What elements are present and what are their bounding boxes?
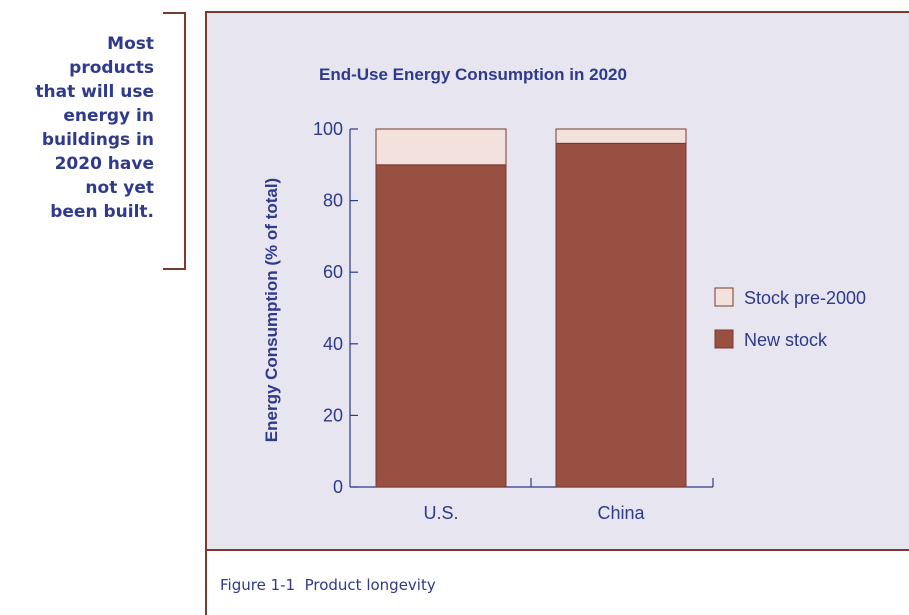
pull-quote: Most products that will use energy in bu…: [0, 12, 186, 270]
y-tick-label: 100: [313, 119, 343, 139]
y-axis-label: Energy Consumption (% of total): [262, 178, 281, 442]
pull-quote-line: 2020 have: [54, 154, 154, 174]
y-tick-label: 0: [333, 477, 343, 497]
legend-swatch: [714, 329, 734, 349]
legend-label: Stock pre-2000: [744, 288, 866, 308]
pull-quote-line: that will use: [35, 82, 154, 102]
caption-text: Figure 1-1 Product longevity: [220, 576, 436, 594]
y-tick-label: 80: [323, 191, 343, 211]
bar-segment-stock-pre-2000: [375, 128, 507, 166]
chart-title: End-Use Energy Consumption in 2020: [319, 65, 627, 84]
bar-segment-new-stock: [555, 142, 687, 488]
pull-quote-line: been built.: [50, 202, 154, 222]
chart-panel: End-Use Energy Consumption in 2020 Energ…: [205, 11, 909, 551]
y-tick-label: 20: [323, 405, 343, 425]
pull-quote-line: not yet: [85, 178, 154, 198]
y-tick-label: 40: [323, 334, 343, 354]
chart-marks: 0 20 40 60 80 100 U.S. China Stock pre-2000 New s…: [313, 119, 866, 523]
pull-quote-bracket: [163, 12, 186, 270]
pull-quote-line: products: [69, 58, 154, 78]
x-tick-label: U.S.: [423, 503, 458, 523]
pull-quote-line: buildings in: [41, 130, 154, 150]
stacked-bar-chart: End-Use Energy Consumption in 2020 Energ…: [262, 65, 866, 523]
pull-quote-text: Most products that will use energy in bu…: [0, 32, 154, 224]
pull-quote-line: Most: [107, 34, 154, 54]
pull-quote-line: energy in: [63, 106, 154, 126]
legend-label: New stock: [744, 330, 828, 350]
figure: End-Use Energy Consumption in 2020 Energ…: [205, 11, 909, 615]
y-tick-label: 60: [323, 262, 343, 282]
figure-caption: Figure 1-1 Product longevity: [205, 551, 909, 615]
bar-segment-stock-pre-2000: [555, 128, 687, 144]
x-tick-label: China: [597, 503, 645, 523]
bar-segment-new-stock: [375, 164, 507, 488]
legend-swatch: [714, 287, 734, 307]
